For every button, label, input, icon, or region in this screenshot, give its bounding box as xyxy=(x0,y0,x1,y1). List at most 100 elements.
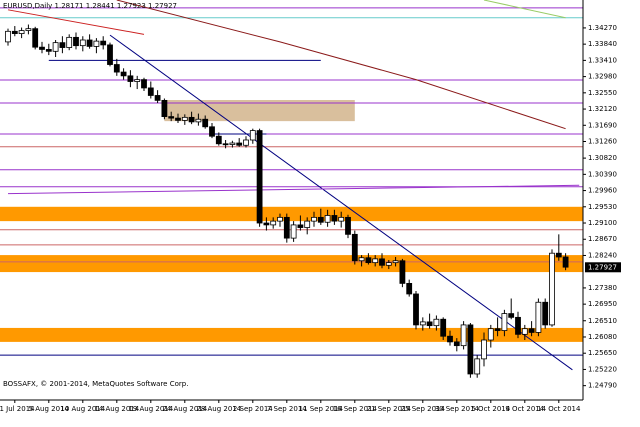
zone xyxy=(0,327,583,342)
candle-body xyxy=(372,258,379,264)
candles xyxy=(5,24,569,378)
candle-body xyxy=(487,328,494,341)
y-tick-label: 1.31690 xyxy=(588,121,617,129)
x-tick-label: 7 Sep 2014 xyxy=(267,405,307,413)
candle-body xyxy=(209,126,215,137)
candle-body xyxy=(263,222,270,226)
y-tick-label: 1.27380 xyxy=(588,284,617,292)
x-tick-label: 19 Aug 2014 xyxy=(128,405,173,413)
candle-body xyxy=(73,36,79,47)
candle-body xyxy=(542,301,549,326)
candle-body xyxy=(283,216,290,239)
candle-body xyxy=(100,40,107,46)
y-tick-label: 1.29960 xyxy=(588,187,617,195)
x-tick-label: 11 Sep 2014 xyxy=(299,405,344,413)
candle-body xyxy=(331,215,338,222)
candle-body xyxy=(25,28,32,31)
candle-body xyxy=(161,99,168,118)
candle-body xyxy=(93,40,100,47)
candle-body xyxy=(52,42,59,52)
candle-body xyxy=(494,328,501,331)
candle-body xyxy=(549,252,555,326)
candle-body xyxy=(222,143,229,146)
candle-body xyxy=(481,339,487,360)
candle-body xyxy=(147,87,154,96)
y-tick-label: 1.32120 xyxy=(588,105,617,113)
x-tick-label: 2 Sep 2014 xyxy=(233,405,273,413)
candle-body xyxy=(508,313,515,318)
candle-body xyxy=(277,216,283,222)
candle-body xyxy=(304,220,311,228)
y-tick-label: 1.28670 xyxy=(588,235,617,243)
candle-body xyxy=(229,142,236,145)
candle-body xyxy=(555,252,562,258)
candle-body xyxy=(107,44,113,65)
candle-body xyxy=(215,135,222,145)
candle-body xyxy=(120,71,127,77)
candle-body xyxy=(521,328,528,335)
candle-body xyxy=(351,233,358,262)
candle-body xyxy=(413,293,419,326)
x-tick-label: 16 Sep 2014 xyxy=(333,405,378,413)
candle-body xyxy=(399,260,406,284)
zone xyxy=(0,255,583,273)
trendline xyxy=(7,184,580,195)
y-tick-label: 1.26080 xyxy=(588,333,617,341)
candle-body xyxy=(79,39,86,47)
candle-body xyxy=(535,301,542,333)
candle-body xyxy=(345,216,351,235)
x-tick-label: 30 Sep 2014 xyxy=(435,405,480,413)
box xyxy=(164,100,355,122)
y-tick-label: 1.32980 xyxy=(588,73,617,81)
axes: 1.34270 1.33840 1.33410 1.32980 1.32550 1.321… xyxy=(0,0,621,413)
trendline xyxy=(483,0,566,19)
candle-body xyxy=(168,116,175,119)
x-tick-label: 21 Sep 2014 xyxy=(367,405,412,413)
candle-body xyxy=(45,49,52,52)
candle-body xyxy=(419,321,426,326)
candle-body xyxy=(32,28,39,48)
candle-body xyxy=(447,335,453,343)
candle-body xyxy=(195,118,202,123)
candle-body xyxy=(392,260,399,264)
y-tick-label: 1.30820 xyxy=(588,154,617,162)
candle-body xyxy=(154,95,161,101)
trendline xyxy=(109,34,573,371)
x-tick-label: 14 Oct 2014 xyxy=(537,405,581,413)
candle-body xyxy=(501,313,508,331)
candle-body xyxy=(467,324,474,375)
x-tick-label: 28 Aug 2014 xyxy=(196,405,241,413)
candle-body xyxy=(433,318,440,327)
candle-body xyxy=(141,79,147,89)
y-tick-label: 1.34270 xyxy=(588,24,617,32)
candle-body xyxy=(358,257,365,262)
candle-body xyxy=(39,46,45,50)
y-tick-label: 1.28240 xyxy=(588,251,617,259)
candle-body xyxy=(181,116,188,121)
lines xyxy=(0,0,583,371)
candle-body xyxy=(426,321,433,327)
candle-body xyxy=(188,116,195,123)
candle-body xyxy=(270,220,277,226)
zones xyxy=(0,100,583,342)
x-tick-label: 14 Aug 2014 xyxy=(94,405,139,413)
candle-body xyxy=(460,324,467,347)
candle-body xyxy=(86,39,93,47)
x-tick-label: 31 Jul 2014 xyxy=(0,405,35,413)
candle-body xyxy=(134,79,141,82)
candle-body xyxy=(18,30,25,34)
y-tick-label: 1.24790 xyxy=(588,382,617,390)
y-tick-label: 1.30390 xyxy=(588,170,617,178)
candle-body xyxy=(113,64,120,73)
candle-body xyxy=(379,258,385,266)
candle-body xyxy=(324,215,331,223)
x-tick-label: 5 Oct 2014 xyxy=(471,405,510,413)
y-tick-label: 1.33410 xyxy=(588,56,617,64)
candle-body xyxy=(515,316,521,335)
y-tick-label: 1.26950 xyxy=(588,300,617,308)
candle-body xyxy=(175,117,181,121)
candle-body xyxy=(59,42,66,48)
candle-body xyxy=(5,30,11,43)
candle-body xyxy=(256,130,263,224)
